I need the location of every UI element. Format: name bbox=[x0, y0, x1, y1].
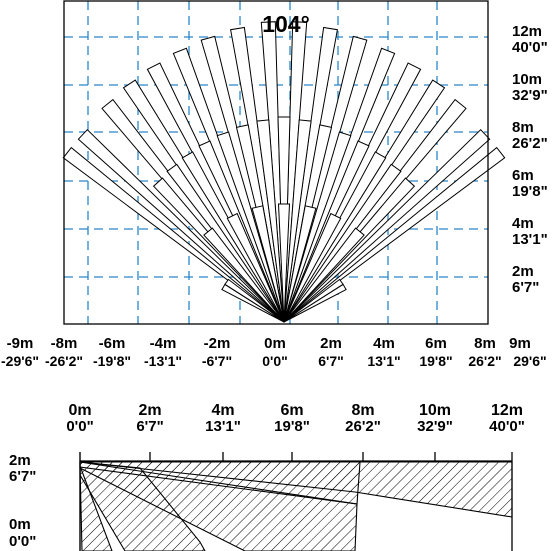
detection-zone-short bbox=[283, 227, 365, 323]
side-top-label-ft: 40'0" bbox=[489, 418, 525, 435]
side-ruler-ticks bbox=[149, 452, 436, 461]
detection-zone-short bbox=[203, 227, 285, 323]
right-label-m: 6m bbox=[512, 167, 534, 184]
side-left-label-ft: 6'7" bbox=[9, 468, 36, 485]
detection-zone-mid bbox=[216, 131, 285, 323]
bottom-label-ft: 19'8" bbox=[419, 353, 452, 369]
bottom-label-m: 4m bbox=[373, 335, 395, 352]
detection-zone-short bbox=[283, 212, 342, 323]
bottom-distance-labels: -9m -29'6" -8m -26'2" -6m -19'8" -4m -13… bbox=[1, 335, 547, 369]
detection-zone-mid bbox=[283, 131, 352, 323]
side-zones bbox=[79, 461, 513, 551]
bottom-label-m: -8m bbox=[51, 335, 78, 352]
detection-zone-mid bbox=[256, 119, 285, 323]
bottom-label-m: -6m bbox=[99, 335, 126, 352]
side-top-label-ft: 32'9" bbox=[417, 418, 453, 435]
right-label-m: 8m bbox=[512, 119, 534, 136]
top-view-frame bbox=[63, 0, 489, 325]
right-label-m: 2m bbox=[512, 263, 534, 280]
right-label-m: 4m bbox=[512, 215, 534, 232]
side-top-label-m: 2m bbox=[138, 402, 161, 419]
bottom-label-m: -9m bbox=[7, 335, 34, 352]
bottom-label-m: 0m bbox=[264, 335, 286, 352]
bottom-label-m: 8m bbox=[474, 335, 496, 352]
side-zone-creep bbox=[79, 465, 113, 551]
bottom-label-ft: 0'0" bbox=[262, 353, 288, 369]
right-label-ft: 26'2" bbox=[512, 135, 548, 152]
detection-zone-wide bbox=[283, 146, 506, 323]
bottom-label-ft: -19'8" bbox=[93, 353, 131, 369]
side-view: 0m 0'0" 2m 6'7" 4m 13'1" 6m 19'8" 8m 26'… bbox=[9, 402, 525, 551]
side-top-label-m: 8m bbox=[351, 402, 374, 419]
side-top-label-ft: 26'2" bbox=[345, 418, 381, 435]
detection-zone-short bbox=[283, 205, 317, 323]
bottom-label-ft: -6'7" bbox=[202, 353, 232, 369]
right-label-ft: 32'9" bbox=[512, 87, 548, 104]
bottom-label-ft: 26'2" bbox=[468, 353, 501, 369]
detection-zone-short bbox=[277, 203, 291, 323]
side-top-label-ft: 6'7" bbox=[136, 418, 163, 435]
bottom-label-ft: -26'2" bbox=[45, 353, 83, 369]
bottom-label-ft: -13'1" bbox=[144, 353, 182, 369]
side-top-label-m: 6m bbox=[280, 402, 303, 419]
side-left-label-ft: 0'0" bbox=[9, 533, 36, 550]
side-left-label-m: 2m bbox=[9, 452, 31, 469]
detection-zone-short bbox=[226, 212, 285, 323]
coverage-angle: 104° bbox=[262, 11, 310, 37]
side-top-label-m: 4m bbox=[211, 402, 234, 419]
detection-zone-short bbox=[251, 205, 285, 323]
side-top-label-m: 12m bbox=[491, 402, 523, 419]
right-distance-labels: 12m 40'0" 10m 32'9" 8m 26'2" 6m 19'8" 4m… bbox=[512, 23, 548, 296]
bottom-label-ft: 13'1" bbox=[367, 353, 400, 369]
detection-zone-creep bbox=[224, 278, 285, 323]
side-top-labels: 0m 0'0" 2m 6'7" 4m 13'1" 6m 19'8" 8m 26'… bbox=[66, 402, 525, 435]
side-top-label-ft: 13'1" bbox=[205, 418, 241, 435]
detection-zone-wide bbox=[62, 146, 285, 323]
detection-zones bbox=[62, 21, 506, 323]
side-left-labels: 2m 6'7" 0m 0'0" bbox=[9, 452, 36, 550]
right-label-ft: 6'7" bbox=[512, 279, 539, 296]
side-top-label-m: 0m bbox=[68, 402, 91, 419]
right-label-ft: 19'8" bbox=[512, 183, 548, 200]
bottom-label-m: 9m bbox=[509, 335, 531, 352]
bottom-label-ft: 6'7" bbox=[318, 353, 344, 369]
bottom-label-ft: 29'6" bbox=[513, 353, 546, 369]
detection-zone-wide bbox=[283, 128, 491, 323]
side-top-label-ft: 0'0" bbox=[66, 418, 93, 435]
bottom-label-m: 6m bbox=[425, 335, 447, 352]
detection-zone-creep bbox=[283, 283, 347, 323]
bottom-label-m: -2m bbox=[204, 335, 231, 352]
bottom-label-ft: -29'6" bbox=[1, 353, 39, 369]
detection-zone-mid bbox=[283, 119, 312, 323]
right-label-m: 12m bbox=[512, 23, 542, 40]
right-label-ft: 13'1" bbox=[512, 231, 548, 248]
side-top-label-ft: 19'8" bbox=[274, 418, 310, 435]
side-top-label-m: 10m bbox=[419, 402, 451, 419]
side-left-label-m: 0m bbox=[9, 516, 31, 533]
top-view: 104° 12m 40'0" 10m 32'9" 8m 26'2" 6m 19'… bbox=[1, 0, 548, 369]
bottom-label-m: -4m bbox=[150, 335, 177, 352]
detection-zone-wide bbox=[77, 128, 285, 323]
bottom-label-m: 2m bbox=[320, 335, 342, 352]
right-label-m: 10m bbox=[512, 71, 542, 88]
right-label-ft: 40'0" bbox=[512, 39, 548, 56]
